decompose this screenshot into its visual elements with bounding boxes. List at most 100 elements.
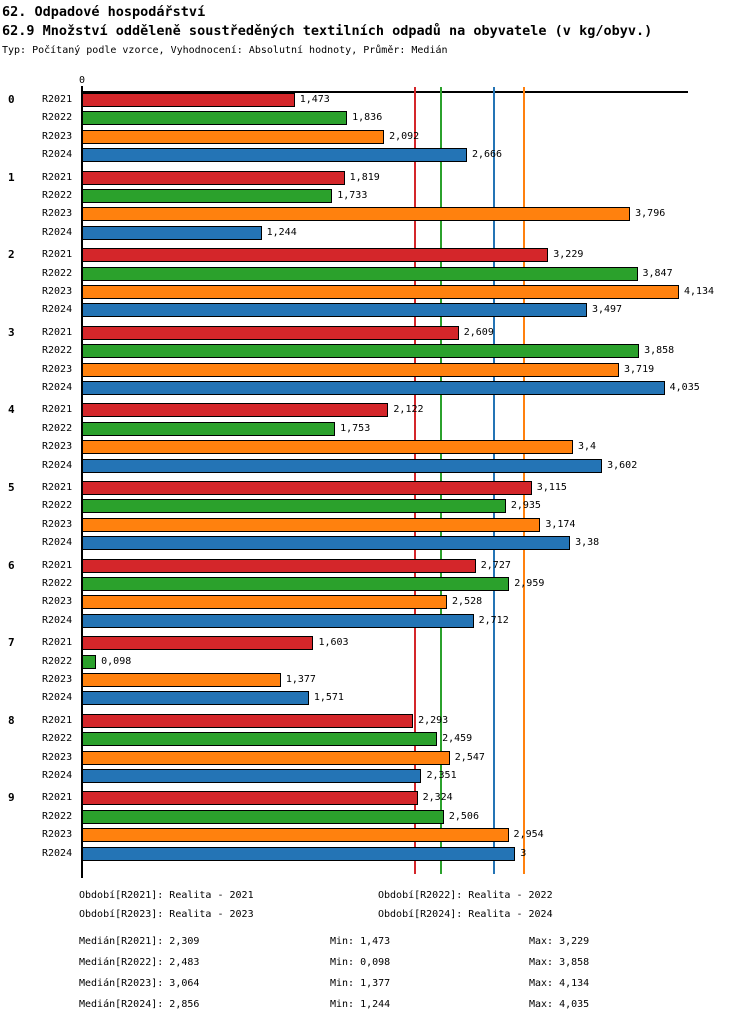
bar-value-label: 3,719 <box>624 363 655 375</box>
bar-r2024-group-8 <box>82 769 422 783</box>
bar-value-label: 3,847 <box>642 267 673 279</box>
category-label: 3 <box>8 325 15 339</box>
bar-value-label: 2,666 <box>471 149 503 161</box>
bar-value-label: 2,092 <box>389 130 420 142</box>
bar-value-label: 1,571 <box>313 692 344 704</box>
bar-value-label: 3,497 <box>591 304 623 316</box>
category-label: 1 <box>8 170 15 184</box>
bar-r2023-group-2 <box>82 285 679 299</box>
series-label: R2024 <box>42 770 73 781</box>
bar-r2021-group-5 <box>82 481 532 495</box>
bar-value-label: 3,4 <box>577 441 597 453</box>
bar-value-label: 2,954 <box>513 829 544 841</box>
bar-value-label: 1,473 <box>299 94 330 105</box>
category-label: 7 <box>8 636 15 650</box>
stat-max-r2022: Max: 3,858 <box>529 957 590 968</box>
stat-min-r2022: Min: 0,098 <box>330 957 391 968</box>
series-label: R2021 <box>42 559 73 571</box>
bar-value-label: 2,959 <box>514 578 545 589</box>
stat-median-r2022: Medián[R2022]: 2,483 <box>79 957 200 968</box>
bar-r2022-group-5 <box>82 499 506 514</box>
series-label: R2021 <box>42 482 73 493</box>
legend-item-r2024: Období[R2024]: Realita - 2024 <box>378 909 553 920</box>
median-line-r2023 <box>523 87 526 874</box>
bar-r2024-group-4 <box>82 458 603 473</box>
bar-value-label: 2,506 <box>448 810 479 822</box>
series-label: R2022 <box>42 345 73 357</box>
median-line-r2021 <box>414 87 417 874</box>
bar-value-label: 2,122 <box>393 404 424 416</box>
bar-r2021-group-6 <box>82 558 476 573</box>
bar-value-label: 3,174 <box>545 518 576 530</box>
bar-r2022-group-9 <box>82 809 444 824</box>
stat-min-r2021: Min: 1,473 <box>330 936 391 947</box>
series-label: R2022 <box>42 190 73 201</box>
bar-value-label: 1,753 <box>340 422 371 434</box>
bar-value-label: 0,098 <box>101 655 132 667</box>
series-label: R2021 <box>42 792 73 804</box>
bar-r2024-group-9 <box>82 846 516 861</box>
bar-value-label: 2,324 <box>422 792 453 804</box>
bar-value-label: 4,035 <box>669 382 700 393</box>
indicator-subtitle: 62.9 Množství odděleně soustředěných tex… <box>2 23 653 39</box>
bar-value-label: 1,603 <box>318 637 349 649</box>
bar-r2022-group-6 <box>82 577 510 591</box>
bar-value-label: 2,547 <box>454 751 485 763</box>
stat-max-r2024: Max: 4,035 <box>529 999 590 1010</box>
bar-value-label: 1,819 <box>349 171 380 183</box>
bar-value-label: 1,244 <box>266 226 297 238</box>
series-label: R2021 <box>42 714 73 726</box>
series-label: R2024 <box>42 692 73 704</box>
series-label: R2024 <box>42 847 73 859</box>
category-label: 0 <box>8 93 15 106</box>
stat-min-r2024: Min: 1,244 <box>330 999 391 1010</box>
category-label: 4 <box>8 403 15 417</box>
bar-r2023-group-1 <box>82 207 631 222</box>
bar-r2023-group-7 <box>82 673 281 687</box>
series-label: R2023 <box>42 751 73 763</box>
stat-min-r2023: Min: 1,377 <box>330 978 391 989</box>
series-label: R2021 <box>42 94 73 105</box>
bar-value-label: 2,528 <box>452 596 483 608</box>
legend-item-r2021: Období[R2021]: Realita - 2021 <box>79 890 254 901</box>
stat-max-r2023: Max: 4,134 <box>529 978 590 989</box>
bar-r2023-group-3 <box>82 362 620 377</box>
bar-r2024-group-2 <box>82 303 587 318</box>
series-label: R2022 <box>42 578 73 589</box>
series-label: R2023 <box>42 130 73 142</box>
bar-value-label: 3,858 <box>644 345 675 357</box>
bar-value-label: 3 <box>520 847 527 859</box>
bar-r2022-group-4 <box>82 421 336 436</box>
series-label: R2023 <box>42 441 73 453</box>
grouped-bar-chart: 0 0 R2021 1,473 R2022 1,836 R2023 2,092 R2024 2,… <box>8 75 714 878</box>
series-label: R2022 <box>42 655 73 667</box>
bar-value-label: 2,351 <box>426 770 457 781</box>
bar-r2021-group-3 <box>82 325 459 340</box>
stat-median-r2024: Medián[R2024]: 2,856 <box>79 999 200 1010</box>
bar-r2021-group-2 <box>82 248 549 263</box>
bar-r2024-group-0 <box>82 148 467 163</box>
bar-r2023-group-4 <box>82 440 573 455</box>
bar-r2023-group-8 <box>82 750 450 765</box>
series-label: R2021 <box>42 404 73 416</box>
bar-r2024-group-6 <box>82 613 474 628</box>
indicator-meta: Typ: Počítaný podle vzorce, Vyhodnocení:… <box>2 45 448 56</box>
bar-r2023-group-5 <box>82 517 541 532</box>
series-label: R2022 <box>42 422 73 434</box>
bar-value-label: 3,115 <box>536 482 567 493</box>
series-label: R2022 <box>42 112 73 124</box>
bar-r2024-group-3 <box>82 381 665 395</box>
x-axis-zero-label: 0 <box>78 75 86 86</box>
stat-median-r2023: Medián[R2023]: 3,064 <box>79 978 200 989</box>
series-label: R2024 <box>42 382 73 393</box>
category-label: 2 <box>8 248 15 262</box>
series-label: R2022 <box>42 810 73 822</box>
category-label: 8 <box>8 713 15 727</box>
category-label: 9 <box>8 791 15 805</box>
bar-value-label: 1,377 <box>285 674 316 685</box>
series-label: R2021 <box>42 171 73 183</box>
series-label: R2022 <box>42 733 73 745</box>
bar-value-label: 2,712 <box>478 614 509 626</box>
series-label: R2023 <box>42 208 73 220</box>
series-label: R2022 <box>42 267 73 279</box>
